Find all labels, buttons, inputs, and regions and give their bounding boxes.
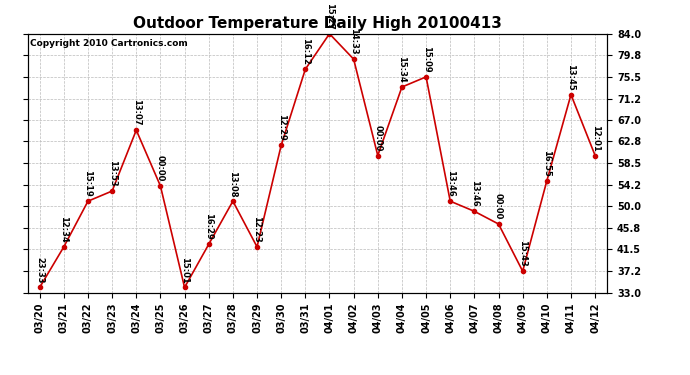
- Text: 15:27: 15:27: [325, 3, 334, 30]
- Text: 12:01: 12:01: [591, 124, 600, 152]
- Text: 15:09: 15:09: [422, 46, 431, 73]
- Text: 13:46: 13:46: [470, 180, 479, 207]
- Text: 12:34: 12:34: [59, 216, 68, 243]
- Text: 16:12: 16:12: [301, 38, 310, 65]
- Text: 13:08: 13:08: [228, 171, 237, 197]
- Text: Copyright 2010 Cartronics.com: Copyright 2010 Cartronics.com: [30, 39, 188, 48]
- Text: 13:53: 13:53: [108, 160, 117, 187]
- Text: 00:00: 00:00: [156, 155, 165, 182]
- Text: 00:00: 00:00: [494, 194, 503, 220]
- Text: 13:46: 13:46: [446, 170, 455, 197]
- Text: 15:34: 15:34: [397, 56, 406, 83]
- Text: 16:55: 16:55: [542, 150, 551, 177]
- Title: Outdoor Temperature Daily High 20100413: Outdoor Temperature Daily High 20100413: [133, 16, 502, 31]
- Text: 00:00: 00:00: [373, 125, 382, 152]
- Text: 15:43: 15:43: [518, 240, 527, 267]
- Text: 14:33: 14:33: [349, 28, 358, 55]
- Text: 16:29: 16:29: [204, 213, 213, 240]
- Text: 23:33: 23:33: [35, 257, 44, 283]
- Text: 12:23: 12:23: [253, 216, 262, 243]
- Text: 13:07: 13:07: [132, 99, 141, 126]
- Text: 15:19: 15:19: [83, 170, 92, 197]
- Text: 12:29: 12:29: [277, 114, 286, 141]
- Text: 15:01: 15:01: [180, 256, 189, 283]
- Text: 13:45: 13:45: [566, 64, 575, 90]
